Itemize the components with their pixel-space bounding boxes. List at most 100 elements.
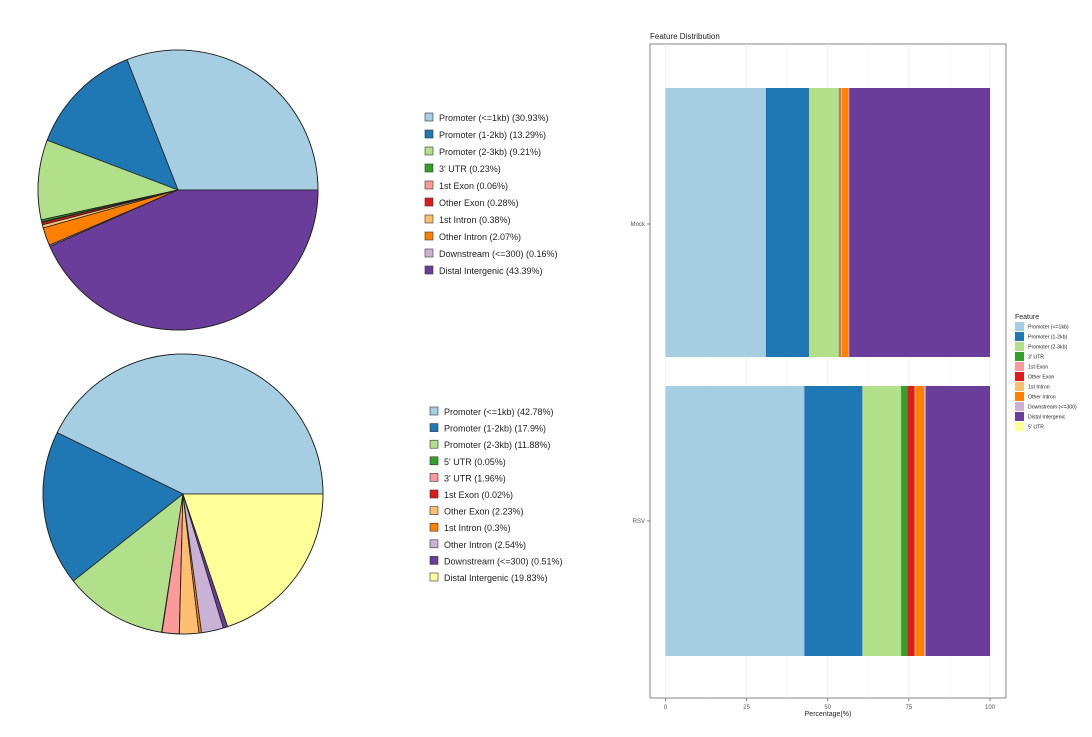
legend-swatch [429, 406, 439, 416]
legend-label: Distal Intergenic (43.39%) [439, 266, 543, 276]
feature-legend: Feature Promoter (<=1kb) Promoter (1-2kb)… [1015, 314, 1077, 431]
legend-label: 5' UTR [1028, 425, 1044, 431]
pie-outline [37, 49, 319, 331]
legend-label: Promoter (2-3kb) [1028, 345, 1067, 351]
legend-label: 1st Exon (0.02%) [444, 490, 513, 500]
legend-swatch [424, 112, 434, 122]
legend-swatch [424, 180, 434, 190]
legend-swatch [429, 522, 439, 532]
legend-swatch [424, 163, 434, 173]
legend-swatch [1015, 422, 1024, 431]
legend-swatch [429, 572, 439, 582]
legend-swatch [429, 506, 439, 515]
legend-label: Other Intron (2.07%) [439, 232, 521, 242]
bar-segment-rsv-promoter-1-2kb [804, 386, 863, 656]
bar-segment-rsv-promoter-2-3kb [862, 386, 901, 656]
x-tick-label: 100 [985, 705, 996, 711]
axes: 0 25 50 75 100 Mock RSV [631, 222, 996, 711]
x-tick-label: 0 [664, 705, 668, 711]
legend-label: 3' UTR (1.96%) [444, 473, 506, 483]
x-tick-label: 50 [824, 705, 831, 711]
legend-label: 1st Exon (0.06%) [439, 181, 508, 191]
legend-label: Promoter (<=1kb) (42.78%) [444, 407, 554, 417]
legend-label: Distal Intergenic (19.83%) [444, 573, 548, 583]
pie-legend-mock: Promoter (<=1kb) (30.93%) Promoter (1-2kb… [424, 112, 558, 276]
legend-label: Other Exon [1028, 375, 1054, 381]
legend-label: 3' UTR (0.23%) [439, 164, 501, 174]
legend-swatch [429, 473, 439, 482]
legend-label: 1st Intron [1028, 385, 1050, 391]
bar-segment-mock-promoter-2-3kb [808, 88, 839, 357]
legend-swatch [424, 129, 434, 139]
legend-label: Promoter (1-2kb) [1028, 335, 1067, 341]
bar-segment-rsv-promoter-1kb [665, 386, 805, 656]
bar-segment-rsv-other-intron [915, 386, 924, 656]
chart-title: Feature Distribution [650, 32, 720, 41]
legend-label: Downstream (<=300) (0.16%) [439, 249, 558, 259]
legend-label: Promoter (2-3kb) (11.88%) [444, 440, 550, 450]
bar-segment-mock-downstream-300 [848, 88, 850, 357]
legend-swatch [1015, 402, 1024, 411]
legend-label: Promoter (1-2kb) (17.9%) [444, 424, 546, 434]
legend-label: Distal Intergenic [1028, 415, 1066, 421]
legend-swatch [1015, 392, 1024, 401]
legend-swatch [1015, 412, 1024, 421]
bar-segment-mock-3-utr [838, 88, 840, 357]
legend-swatch [424, 265, 434, 275]
legend-label: Promoter (<=1kb) [1028, 325, 1069, 331]
x-axis-label: Percentage(%) [805, 711, 852, 718]
legend-swatch [429, 456, 439, 466]
legend-swatch [1015, 342, 1024, 351]
legend-swatch [1015, 362, 1024, 371]
legend-swatch [1015, 322, 1024, 331]
y-tick-label: Mock [631, 222, 646, 228]
legend-label: Downstream (<=300) [1028, 405, 1077, 411]
legend-label: 1st Intron (0.38%) [439, 215, 511, 225]
legend-label: Promoter (<=1kb) (30.93%) [439, 113, 549, 123]
bar-segment-mock-1st-intron [840, 88, 842, 357]
bar-segment-mock-promoter-1-2kb [765, 88, 809, 357]
legend-swatch [429, 539, 439, 549]
bar-segment-mock-other-exon [839, 88, 841, 357]
legend-swatch [1015, 332, 1024, 341]
x-tick-label: 25 [743, 705, 750, 711]
legend-swatch [429, 423, 439, 432]
legend-label: Other Intron (2.54%) [444, 540, 526, 550]
legend-swatch [424, 146, 434, 156]
legend-swatch [1015, 352, 1024, 361]
bar-segment-rsv-3-utr [901, 386, 908, 656]
bar-segment-mock-other-intron [841, 88, 849, 357]
legend-swatch [424, 248, 434, 258]
legend-swatch [429, 556, 439, 565]
legend-label: 1st Intron (0.3%) [444, 523, 511, 533]
stacked-bar-chart: Feature Distribution 0 25 50 75 100 Mock RSV P… [631, 32, 1077, 718]
pie-outline [42, 353, 324, 635]
bar-segment-rsv-downstream-300 [923, 386, 926, 656]
bar-segment-rsv-other-exon [907, 386, 915, 656]
legend-label: 1st Exon [1028, 365, 1048, 371]
legend-swatch [1015, 372, 1024, 381]
pie-chart-mock [37, 49, 319, 331]
bars [665, 88, 990, 656]
legend-label: Downstream (<=300) (0.51%) [444, 556, 563, 566]
legend-swatch [424, 214, 434, 224]
legend-label: Other Intron [1028, 395, 1056, 401]
bar-segment-mock-distal-intergenic [849, 88, 990, 357]
x-tick-label: 75 [906, 705, 913, 711]
legend-swatch [1015, 382, 1024, 391]
legend-title: Feature [1015, 314, 1039, 321]
legend-label: Other Exon (2.23%) [444, 507, 524, 517]
legend-swatch [429, 489, 439, 499]
y-tick-label: RSV [633, 519, 645, 525]
legend-swatch [424, 231, 434, 241]
legend-label: 5' UTR (0.05%) [444, 457, 506, 467]
legend-swatch [424, 197, 434, 207]
legend-swatch [429, 439, 439, 449]
legend-label: 3' UTR [1028, 355, 1044, 361]
pie-legend-rsv: Promoter (<=1kb) (42.78%) Promoter (1-2kb… [429, 406, 563, 583]
bar-segment-rsv-1st-intron [914, 386, 916, 656]
legend-label: Promoter (2-3kb) (9.21%) [439, 147, 541, 157]
legend-label: Other Exon (0.28%) [439, 198, 519, 208]
bar-segment-rsv-distal-intergenic [925, 386, 990, 656]
